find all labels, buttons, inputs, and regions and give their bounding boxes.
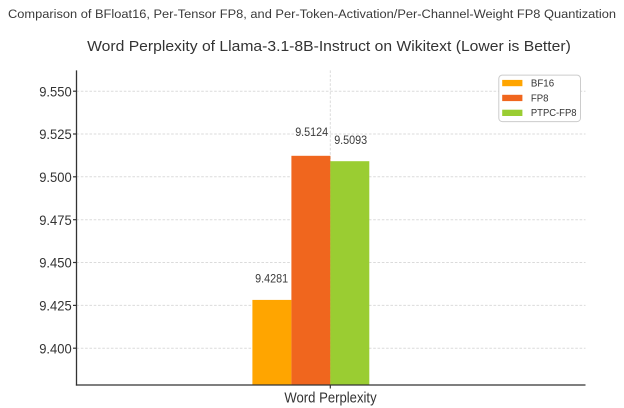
svg-text:FP8: FP8 (531, 93, 549, 104)
svg-text:PTPC-FP8: PTPC-FP8 (531, 108, 577, 119)
svg-text:BF16: BF16 (531, 78, 554, 89)
svg-text:9.550: 9.550 (39, 84, 72, 99)
svg-text:9.400: 9.400 (39, 341, 72, 356)
svg-text:9.5124: 9.5124 (295, 127, 329, 139)
svg-text:9.5093: 9.5093 (334, 135, 367, 147)
svg-text:Comparison of BFloat16, Per-Te: Comparison of BFloat16, Per-Tensor FP8, … (8, 7, 616, 21)
svg-text:9.500: 9.500 (39, 170, 72, 185)
svg-text:9.450: 9.450 (39, 256, 72, 271)
svg-text:9.4281: 9.4281 (255, 273, 288, 285)
svg-text:9.525: 9.525 (39, 127, 72, 142)
svg-text:9.425: 9.425 (39, 299, 72, 314)
svg-text:Word Perplexity of Llama-3.1-8: Word Perplexity of Llama-3.1-8B-Instruct… (87, 38, 571, 55)
svg-text:9.475: 9.475 (39, 213, 72, 228)
svg-text:Word Perplexity: Word Perplexity (284, 390, 377, 406)
